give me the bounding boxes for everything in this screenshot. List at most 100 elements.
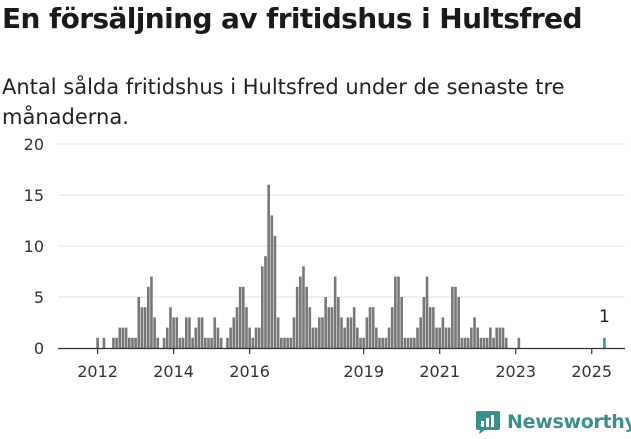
bar — [428, 307, 432, 348]
bar — [181, 337, 185, 348]
bar — [200, 317, 204, 348]
bars — [96, 184, 606, 348]
bar — [283, 337, 286, 348]
bar — [356, 327, 359, 348]
bar — [413, 337, 416, 348]
bar — [451, 286, 454, 348]
bar — [150, 276, 153, 348]
x-tick-label: 2016 — [229, 362, 270, 381]
x-tick-label: 2012 — [77, 362, 118, 381]
bar — [362, 337, 365, 348]
x-axis — [58, 347, 625, 354]
bar — [302, 266, 305, 348]
bar — [276, 317, 280, 348]
bar — [337, 297, 340, 348]
bar — [102, 337, 106, 348]
bar — [403, 337, 407, 348]
bar — [165, 327, 169, 348]
x-axis-labels: 2012 2014 2016 2019 2021 2023 2025 — [77, 362, 612, 381]
bar — [162, 337, 166, 348]
gridlines — [58, 143, 625, 298]
bar — [127, 337, 131, 348]
bar — [444, 327, 448, 348]
highlight-value-label: 1 — [599, 307, 610, 327]
chart-subtitle: Antal sålda fritidshus i Hultsfred under… — [2, 75, 565, 129]
bar — [169, 307, 172, 348]
bar — [289, 337, 293, 348]
bar — [498, 327, 502, 348]
bar — [492, 337, 495, 348]
bar — [349, 317, 353, 348]
bar — [321, 317, 324, 348]
bar — [340, 317, 343, 348]
bar — [235, 307, 239, 348]
bar — [121, 327, 125, 348]
bar — [184, 317, 188, 348]
bar — [118, 327, 122, 348]
bar — [254, 327, 258, 348]
bar — [156, 337, 160, 348]
x-tick-label: 2014 — [153, 362, 194, 381]
bar — [216, 327, 220, 348]
bar — [197, 317, 201, 348]
bar — [267, 184, 270, 348]
bar — [232, 317, 236, 348]
bar — [489, 327, 492, 348]
bar — [482, 337, 486, 348]
bar — [308, 307, 312, 348]
bar — [257, 327, 261, 348]
bar — [261, 266, 264, 348]
bar — [330, 307, 334, 348]
bar — [476, 327, 480, 348]
bar — [352, 307, 356, 348]
bar — [384, 337, 388, 348]
bar — [178, 337, 182, 348]
bar — [229, 327, 232, 348]
y-tick-label: 20 — [24, 135, 44, 154]
bar — [371, 307, 375, 348]
bar — [346, 317, 350, 348]
bar — [378, 337, 381, 348]
bar — [242, 286, 245, 348]
bar — [146, 286, 150, 348]
bar — [245, 307, 248, 348]
bar — [324, 297, 327, 348]
bar — [134, 337, 137, 348]
bar — [203, 337, 207, 348]
y-tick-label: 5 — [34, 288, 44, 307]
bar — [381, 337, 384, 348]
x-tick-label: 2023 — [495, 362, 536, 381]
bar — [368, 307, 372, 348]
bar — [314, 327, 318, 348]
bar — [305, 286, 308, 348]
bar — [365, 317, 369, 348]
bar — [422, 297, 426, 348]
x-tick-label: 2021 — [419, 362, 460, 381]
y-axis: 0 5 10 15 20 — [24, 135, 44, 358]
bar — [359, 337, 362, 348]
bar — [207, 337, 210, 348]
bar — [441, 317, 445, 348]
bar — [311, 327, 315, 348]
y-tick-label: 0 — [34, 339, 44, 358]
bar — [143, 307, 147, 348]
bar — [137, 297, 141, 348]
brand-name: Newsworthy — [507, 411, 631, 433]
bar — [188, 317, 191, 348]
newsworthy-logo-icon — [476, 411, 500, 434]
x-tick-label: 2025 — [571, 362, 612, 381]
brand-logo: Newsworthy — [475, 409, 631, 435]
bar — [270, 215, 274, 348]
bar — [470, 327, 473, 348]
bar — [485, 337, 489, 348]
bar — [327, 307, 331, 348]
bar — [517, 337, 521, 348]
highlight-bar — [603, 337, 606, 348]
bar — [432, 307, 435, 348]
bar — [295, 286, 299, 348]
bar — [435, 327, 438, 348]
bar — [466, 337, 470, 348]
bar — [495, 327, 499, 348]
y-tick-label: 10 — [24, 237, 44, 256]
x-tick-label: 2019 — [343, 362, 384, 381]
